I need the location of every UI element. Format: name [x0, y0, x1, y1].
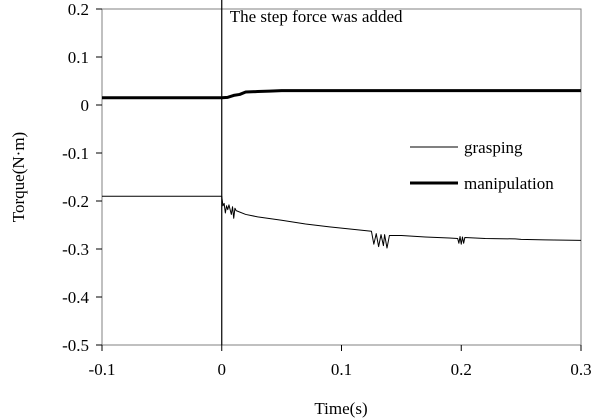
- y-tick-label: -0.5: [62, 336, 89, 355]
- x-tick-label: 0.2: [451, 360, 472, 379]
- y-tick-label: -0.4: [62, 288, 89, 307]
- legend-label-grasping: grasping: [464, 138, 523, 157]
- series-line-manipulation: [102, 89, 581, 100]
- x-tick-label: -0.1: [89, 360, 116, 379]
- y-tick-label: 0: [81, 96, 90, 115]
- plot-area-frame: [101, 8, 582, 346]
- y-axis-ticks: 0.2 0.1 0 -0.1 -0.2 -0.3 -0.4 -0.5: [62, 0, 102, 355]
- y-tick-label: -0.2: [62, 192, 89, 211]
- x-tick-label: 0.1: [331, 360, 352, 379]
- legend-label-manipulation: manipulation: [464, 174, 554, 193]
- step-force-annotation: The step force was added: [230, 7, 403, 26]
- y-tick-label: 0.2: [68, 0, 89, 19]
- y-tick-label: 0.1: [68, 48, 89, 67]
- y-tick-label: -0.1: [62, 144, 89, 163]
- x-axis-title: Time(s): [314, 399, 367, 418]
- x-axis-ticks: -0.1 0 0.1 0.2 0.3: [89, 345, 592, 379]
- legend: grasping manipulation: [410, 138, 554, 193]
- x-tick-label: 0: [218, 360, 227, 379]
- series-layer: [102, 89, 582, 249]
- series-line-grasping: [102, 195, 582, 249]
- x-tick-label: 0.3: [570, 360, 591, 379]
- y-tick-label: -0.3: [62, 240, 89, 259]
- y-axis-title: Torque(N·m): [9, 132, 28, 222]
